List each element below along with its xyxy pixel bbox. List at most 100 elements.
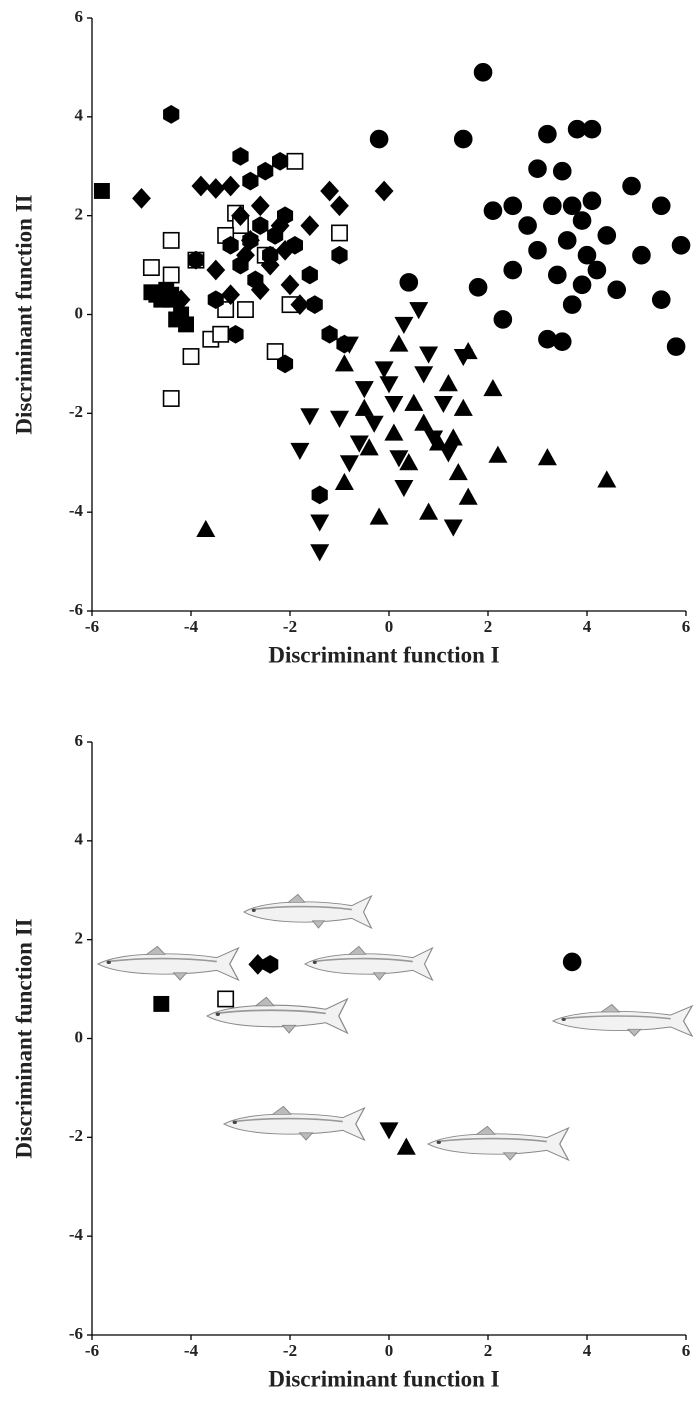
data-point xyxy=(528,159,547,179)
data-point xyxy=(448,462,468,481)
x-tick-label: -2 xyxy=(283,1341,297,1360)
data-point xyxy=(419,502,439,520)
series xyxy=(217,990,235,1008)
series xyxy=(262,955,279,974)
data-point xyxy=(191,175,211,197)
data-point xyxy=(538,124,557,144)
fish-drawing xyxy=(426,1125,570,1162)
data-point xyxy=(162,231,180,249)
x-tick-label: 0 xyxy=(385,1341,394,1360)
data-point xyxy=(379,376,399,394)
x-tick-label: 4 xyxy=(583,617,592,636)
series xyxy=(396,1137,416,1155)
series xyxy=(163,105,353,505)
data-point xyxy=(428,433,449,451)
y-tick-label: -2 xyxy=(69,402,83,421)
data-point xyxy=(260,254,280,276)
data-point xyxy=(414,366,434,384)
fish-drawing xyxy=(222,1105,366,1142)
data-point xyxy=(364,415,384,433)
data-point xyxy=(468,278,488,297)
y-tick-label: -6 xyxy=(69,1324,83,1343)
data-point xyxy=(221,175,241,197)
data-point xyxy=(374,180,394,202)
fish-drawing xyxy=(243,893,373,929)
data-point xyxy=(162,266,180,284)
data-point xyxy=(148,286,165,303)
fish-illustrations xyxy=(96,893,694,1162)
data-point xyxy=(171,289,191,311)
series xyxy=(562,952,582,972)
data-point xyxy=(276,206,294,226)
data-point xyxy=(488,445,508,463)
data-point xyxy=(250,195,270,217)
data-point xyxy=(562,952,582,972)
data-point xyxy=(572,275,592,295)
data-point xyxy=(217,990,235,1008)
y-tick-label: 2 xyxy=(75,929,84,948)
data-point xyxy=(354,398,374,416)
x-tick-label: 6 xyxy=(682,617,691,636)
data-point xyxy=(597,226,617,245)
data-point xyxy=(369,129,389,149)
data-point xyxy=(300,408,320,426)
data-point xyxy=(262,245,279,265)
data-point xyxy=(212,325,230,343)
data-point xyxy=(577,245,597,265)
data-point xyxy=(632,245,651,265)
data-point xyxy=(404,393,424,411)
x-tick-label: 6 xyxy=(682,1341,691,1360)
data-point xyxy=(331,245,348,265)
data-point xyxy=(262,955,279,974)
series xyxy=(369,63,691,356)
data-point xyxy=(394,479,414,498)
data-point xyxy=(543,196,562,216)
data-point xyxy=(396,1137,416,1155)
data-point xyxy=(483,201,503,221)
x-tick-label: -4 xyxy=(184,617,199,636)
data-point xyxy=(153,995,170,1012)
data-point xyxy=(374,361,394,379)
y-tick-label: 0 xyxy=(75,1027,84,1046)
data-point xyxy=(433,395,453,414)
x-axis-label: Discriminant function I xyxy=(268,1366,499,1391)
data-point xyxy=(384,395,404,414)
data-point xyxy=(334,354,354,372)
data-point xyxy=(503,260,523,280)
data-point xyxy=(237,301,254,319)
x-tick-label: 2 xyxy=(484,617,493,636)
fish-drawing xyxy=(96,945,240,982)
series xyxy=(153,995,170,1012)
data-point xyxy=(221,284,241,306)
data-point xyxy=(453,129,473,149)
y-tick-label: -4 xyxy=(69,1225,84,1244)
data-point xyxy=(271,151,289,171)
data-point xyxy=(339,336,359,354)
data-point xyxy=(286,152,304,170)
data-point xyxy=(587,260,607,280)
x-tick-label: -4 xyxy=(184,1341,199,1360)
data-point xyxy=(562,295,582,314)
data-point xyxy=(339,455,359,473)
data-point xyxy=(349,435,369,453)
data-point xyxy=(597,470,617,488)
data-point xyxy=(222,235,239,255)
data-point xyxy=(547,265,567,285)
data-point xyxy=(389,334,409,352)
y-tick-label: 4 xyxy=(75,830,84,849)
y-tick-label: 6 xyxy=(75,731,84,750)
data-point xyxy=(443,519,463,537)
y-tick-label: 2 xyxy=(75,205,84,224)
data-point xyxy=(557,231,577,250)
data-point xyxy=(582,119,602,139)
series xyxy=(93,183,194,333)
data-point xyxy=(311,485,328,505)
data-point xyxy=(414,413,434,431)
data-point xyxy=(329,410,350,428)
data-point xyxy=(178,316,194,333)
data-point xyxy=(162,390,180,407)
data-point xyxy=(232,147,249,166)
x-tick-label: -6 xyxy=(85,1341,99,1360)
data-point xyxy=(394,316,414,335)
data-point xyxy=(206,178,226,199)
